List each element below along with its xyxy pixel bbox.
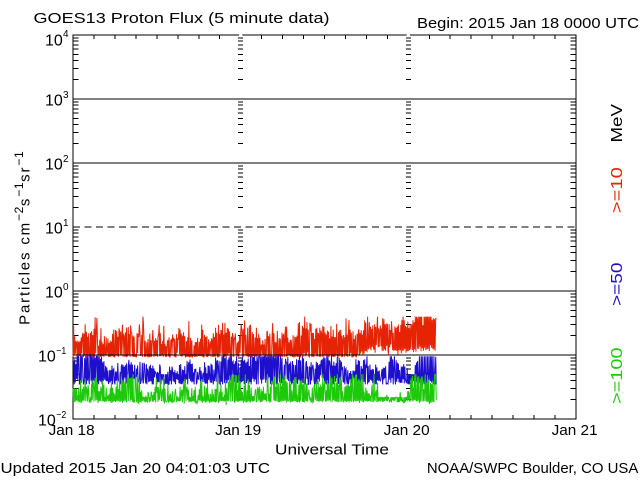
svg-text:−1: −1 <box>56 346 66 357</box>
svg-text:MeV: MeV <box>609 104 626 143</box>
svg-text:>=10: >=10 <box>609 167 626 213</box>
svg-text:Jan 20: Jan 20 <box>384 422 430 439</box>
svg-text:1: 1 <box>63 218 69 229</box>
svg-text:10: 10 <box>45 157 63 174</box>
svg-text:10: 10 <box>38 349 56 366</box>
svg-text:Universal Time: Universal Time <box>275 442 389 459</box>
svg-text:10: 10 <box>38 413 56 430</box>
svg-text:Jan 18: Jan 18 <box>49 422 95 439</box>
svg-text:Updated 2015 Jan 20 04:01:03 U: Updated 2015 Jan 20 04:01:03 UTC <box>1 460 271 477</box>
svg-text:4: 4 <box>63 29 69 40</box>
svg-text:NOAA/SWPC Boulder, CO USA: NOAA/SWPC Boulder, CO USA <box>427 460 638 477</box>
svg-text:>=50: >=50 <box>609 262 626 306</box>
svg-text:10: 10 <box>45 32 63 49</box>
svg-text:10: 10 <box>45 285 63 302</box>
svg-text:0: 0 <box>63 282 69 293</box>
svg-text:10: 10 <box>45 221 63 238</box>
svg-text:3: 3 <box>63 90 69 101</box>
svg-text:>=100: >=100 <box>609 347 626 404</box>
svg-text:GOES13 Proton Flux (5 minute d: GOES13 Proton Flux (5 minute data) <box>34 10 330 27</box>
svg-text:−2: −2 <box>56 410 66 421</box>
svg-text:10: 10 <box>45 93 63 110</box>
svg-text:Begin: 2015 Jan 18 0000 UTC: Begin: 2015 Jan 18 0000 UTC <box>417 15 639 32</box>
svg-text:Jan 19: Jan 19 <box>215 422 261 439</box>
svg-text:Jan 21: Jan 21 <box>552 422 598 439</box>
svg-text:2: 2 <box>63 154 69 165</box>
